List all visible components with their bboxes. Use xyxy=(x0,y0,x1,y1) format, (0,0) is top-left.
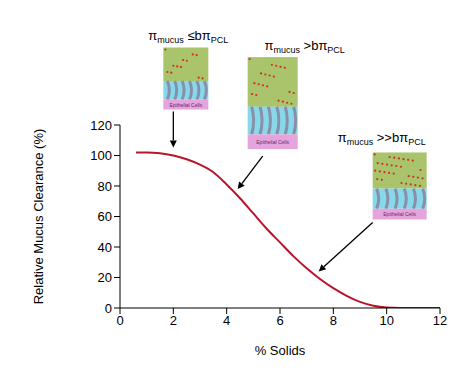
svg-text:Relative Mucus Clearance (%): Relative Mucus Clearance (%) xyxy=(31,129,46,305)
svg-text:Epithelial Cells: Epithelial Cells xyxy=(256,139,289,145)
svg-text:% Solids: % Solids xyxy=(255,343,306,358)
svg-text:80: 80 xyxy=(98,179,112,194)
svg-text:12: 12 xyxy=(433,313,447,328)
svg-text:πmucus >bπPCL: πmucus >bπPCL xyxy=(264,38,344,55)
svg-text:Epithelial Cells: Epithelial Cells xyxy=(383,211,416,217)
svg-text:πmucus >>bπPCL: πmucus >>bπPCL xyxy=(338,130,426,147)
svg-text:40: 40 xyxy=(98,240,112,255)
svg-text:4: 4 xyxy=(223,313,230,328)
svg-text:60: 60 xyxy=(98,209,112,224)
svg-text:0: 0 xyxy=(116,313,123,328)
svg-text:6: 6 xyxy=(276,313,283,328)
svg-text:0: 0 xyxy=(105,301,112,316)
svg-text:Epithelial Cells: Epithelial Cells xyxy=(169,102,202,108)
svg-text:100: 100 xyxy=(90,148,112,163)
svg-text:10: 10 xyxy=(379,313,393,328)
svg-text:8: 8 xyxy=(330,313,337,328)
svg-text:πmucus ≤bπPCL: πmucus ≤bπPCL xyxy=(148,28,228,45)
svg-text:2: 2 xyxy=(170,313,177,328)
svg-text:120: 120 xyxy=(90,118,112,133)
svg-text:20: 20 xyxy=(98,270,112,285)
